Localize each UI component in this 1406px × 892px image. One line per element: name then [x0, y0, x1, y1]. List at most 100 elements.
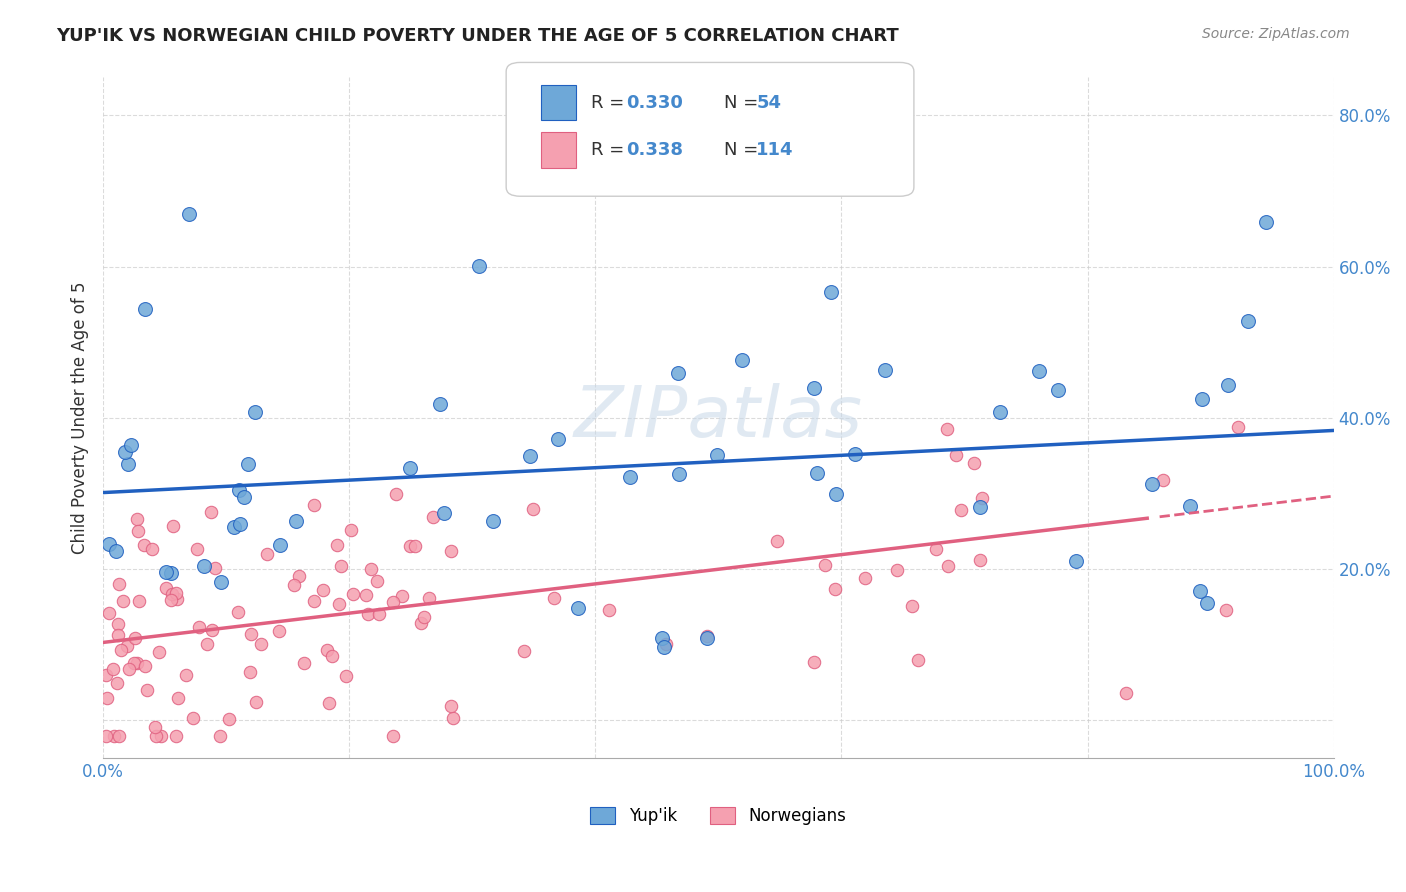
Text: N =: N = — [724, 141, 763, 159]
Point — [1215, 603, 1237, 617]
Point — [1142, 476, 1164, 491]
Point — [522, 501, 544, 516]
Point — [218, 712, 240, 726]
Point — [103, 729, 125, 743]
Point — [440, 544, 463, 558]
Point — [513, 644, 536, 658]
Point — [120, 438, 142, 452]
Point — [245, 695, 267, 709]
Point — [803, 381, 825, 395]
Point — [875, 363, 897, 377]
Point — [844, 447, 866, 461]
Point — [98, 537, 121, 551]
Point — [318, 697, 340, 711]
Y-axis label: Child Poverty Under the Age of 5: Child Poverty Under the Age of 5 — [72, 282, 89, 554]
Point — [232, 491, 254, 505]
Point — [366, 574, 388, 589]
Point — [162, 519, 184, 533]
Point — [124, 632, 146, 646]
Point — [598, 603, 620, 617]
Point — [269, 538, 291, 552]
Point — [1152, 473, 1174, 487]
Point — [706, 448, 728, 462]
Point — [134, 302, 156, 317]
Point — [429, 397, 451, 411]
Point — [824, 582, 846, 597]
Text: ZIPatlas: ZIPatlas — [574, 384, 863, 452]
Text: 0.330: 0.330 — [626, 94, 682, 112]
Point — [141, 541, 163, 556]
Point — [1115, 685, 1137, 699]
Point — [357, 607, 380, 621]
Point — [731, 353, 754, 368]
Point — [969, 553, 991, 567]
Point — [238, 457, 260, 471]
Point — [94, 729, 117, 743]
Point — [367, 607, 389, 622]
Point — [167, 691, 190, 706]
Point — [399, 461, 422, 475]
Point — [326, 538, 349, 552]
Point — [114, 445, 136, 459]
Point — [111, 594, 134, 608]
Point — [441, 711, 464, 725]
Point — [1046, 383, 1069, 397]
Point — [304, 499, 326, 513]
Point — [193, 558, 215, 573]
Point — [107, 628, 129, 642]
Point — [209, 574, 232, 589]
Point — [936, 422, 959, 436]
Point — [250, 637, 273, 651]
Point — [181, 711, 204, 725]
Point — [654, 640, 676, 654]
Point — [970, 491, 993, 505]
Point — [135, 683, 157, 698]
Text: N =: N = — [724, 94, 763, 112]
Point — [969, 500, 991, 514]
Point — [468, 259, 491, 273]
Point — [1189, 584, 1212, 599]
Point — [118, 662, 141, 676]
Point — [188, 620, 211, 634]
Point — [422, 510, 444, 524]
Point — [820, 285, 842, 300]
Point — [988, 405, 1011, 419]
Point — [132, 538, 155, 552]
Point — [413, 610, 436, 624]
Point — [404, 539, 426, 553]
Point — [312, 582, 335, 597]
Point — [115, 639, 138, 653]
Point — [399, 540, 422, 554]
Point — [567, 600, 589, 615]
Point — [619, 470, 641, 484]
Point — [411, 616, 433, 631]
Point — [814, 558, 837, 573]
Point — [666, 366, 689, 380]
Point — [287, 569, 309, 583]
Point — [283, 578, 305, 592]
Text: R =: R = — [591, 94, 630, 112]
Point — [433, 506, 456, 520]
Point — [107, 617, 129, 632]
Point — [269, 624, 291, 638]
Point — [107, 729, 129, 743]
Point — [105, 676, 128, 690]
Point — [125, 511, 148, 525]
Point — [304, 594, 326, 608]
Point — [239, 665, 262, 679]
Point — [125, 656, 148, 670]
Point — [651, 631, 673, 645]
Point — [329, 559, 352, 574]
Point — [200, 505, 222, 519]
Point — [160, 593, 183, 607]
Point — [150, 729, 173, 743]
Point — [134, 659, 156, 673]
Point — [105, 544, 128, 558]
Point — [1256, 215, 1278, 229]
Point — [122, 656, 145, 670]
Text: YUP'IK VS NORWEGIAN CHILD POVERTY UNDER THE AGE OF 5 CORRELATION CHART: YUP'IK VS NORWEGIAN CHILD POVERTY UNDER … — [56, 27, 898, 45]
Point — [382, 595, 405, 609]
Point — [655, 637, 678, 651]
Point — [228, 606, 250, 620]
Point — [228, 483, 250, 497]
